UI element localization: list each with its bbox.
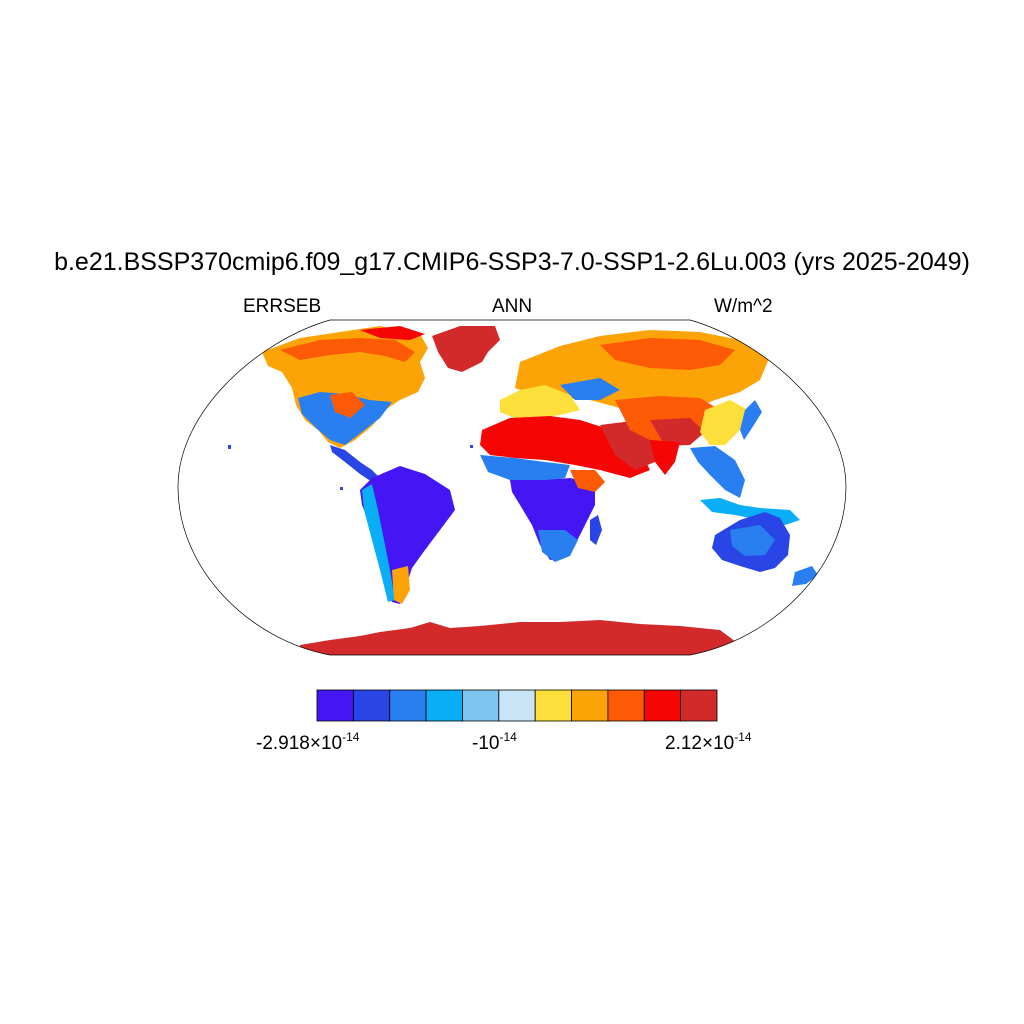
- map-frame: [177, 319, 847, 656]
- colorbar-swatch-2: [389, 689, 427, 722]
- galapagos-region: [340, 487, 343, 490]
- units-label: W/m^2: [714, 296, 773, 317]
- patagonia-region: [392, 566, 410, 604]
- colorbar-swatch-5: [498, 689, 536, 722]
- arctic-islands-region: [360, 326, 425, 340]
- europe-region: [500, 385, 580, 418]
- australia-interior-region: [730, 525, 775, 556]
- southern-africa-region: [538, 530, 578, 562]
- united-states-region: [298, 392, 392, 445]
- antarctica-region: [300, 620, 740, 655]
- colorbar-swatch-7: [571, 689, 609, 722]
- colorbar-swatch-10: [680, 689, 718, 722]
- andes-region: [362, 484, 395, 602]
- colorbar-swatch-8: [607, 689, 645, 722]
- colorbar-swatch-9: [643, 689, 682, 722]
- canada-region: [280, 338, 415, 362]
- madagascar-region: [590, 515, 602, 545]
- variable-label: ERRSEB: [243, 296, 322, 317]
- colorbar-label-min: -2.918×10-14: [256, 730, 360, 754]
- map-title: b.e21.BSSP370cmip6.f09_g17.CMIP6-SSP3-7.…: [54, 248, 970, 276]
- india-region: [650, 440, 680, 475]
- eastern-europe-region: [560, 378, 620, 400]
- japan-region: [740, 400, 762, 440]
- new-zealand-region: [792, 566, 818, 586]
- hawaii-region: [228, 445, 231, 449]
- colorbar-swatch-3: [425, 689, 463, 722]
- southeast-asia-region: [690, 446, 745, 498]
- east-africa-region: [570, 470, 605, 492]
- colorbar-label-max: 2.12×10-14: [665, 730, 752, 754]
- tibet-region: [650, 418, 705, 446]
- colorbar-swatch-1: [352, 689, 391, 722]
- central-america-region: [330, 445, 380, 482]
- colorbar-swatch-6: [534, 689, 572, 722]
- west-africa-region: [480, 455, 570, 482]
- colorbar-label-mid: -10-14: [472, 730, 517, 754]
- season-label: ANN: [491, 296, 533, 317]
- greenland-region: [432, 326, 500, 372]
- colorbar-swatch-4: [462, 689, 500, 722]
- colorbar-swatch-0: [316, 689, 354, 722]
- great-plains-region: [330, 392, 365, 418]
- atlantic-island-region: [470, 445, 473, 448]
- east-asia-region: [700, 400, 748, 445]
- siberia-region: [600, 338, 735, 370]
